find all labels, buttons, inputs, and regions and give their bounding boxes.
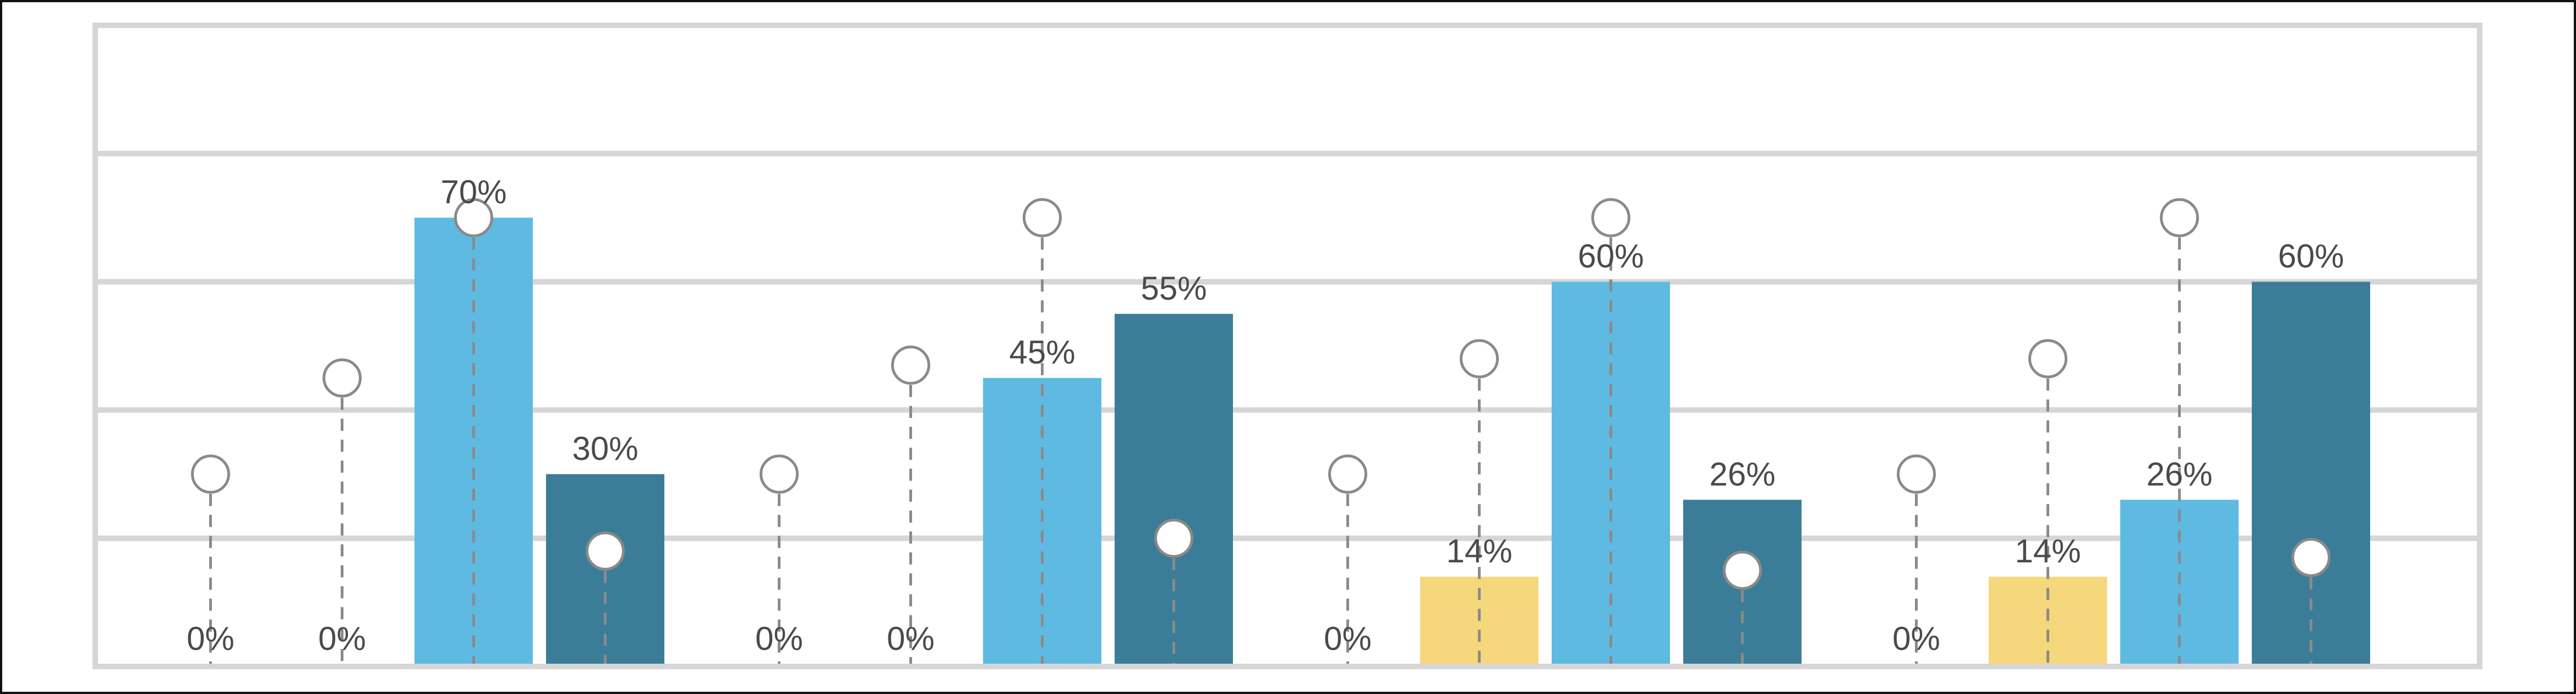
data-labels: 0% 0% 70% 30% 0% 0% 45% 55% 0% 14% 60% 26% 0% 14% 26% 6…	[187, 174, 2344, 657]
marker-circle	[1723, 550, 1762, 590]
data-label: 0%	[318, 620, 366, 657]
marker-circle	[191, 454, 230, 494]
marker-circle	[2291, 538, 2331, 577]
data-label: 30%	[572, 430, 638, 467]
markers	[191, 198, 2331, 590]
data-label: 0%	[187, 620, 234, 657]
plot-border	[92, 23, 2482, 669]
marker-circle	[323, 358, 362, 398]
gridlines	[92, 23, 2482, 669]
marker-circle	[586, 531, 625, 571]
data-label: 0%	[1324, 620, 1372, 657]
data-label: 0%	[887, 620, 935, 657]
marker-circle	[1460, 339, 1499, 378]
data-label: 60%	[1578, 238, 1644, 275]
marker-stems	[209, 237, 2312, 664]
marker-circle	[760, 454, 799, 494]
marker-circle	[1154, 518, 1193, 558]
data-label: 45%	[1009, 334, 1075, 371]
marker-circle	[454, 198, 493, 237]
marker-circle	[1328, 454, 1367, 494]
data-label: 0%	[755, 620, 803, 657]
marker-circle	[1897, 454, 1936, 494]
data-label: 26%	[1709, 456, 1775, 492]
data-label: 14%	[2015, 533, 2081, 570]
data-label: 70%	[440, 174, 506, 210]
marker-circle	[1591, 198, 1630, 237]
marker-circle	[2160, 198, 2199, 237]
data-label: 60%	[2278, 238, 2344, 275]
data-label: 14%	[1446, 533, 1512, 570]
bars	[414, 218, 2370, 664]
marker-circle	[2028, 339, 2067, 378]
marker-circle	[1023, 198, 1062, 237]
bar	[414, 218, 533, 664]
data-label: 55%	[1140, 270, 1207, 307]
data-label: 26%	[2146, 456, 2212, 492]
data-label: 0%	[1892, 620, 1940, 657]
marker-circle	[891, 345, 930, 385]
